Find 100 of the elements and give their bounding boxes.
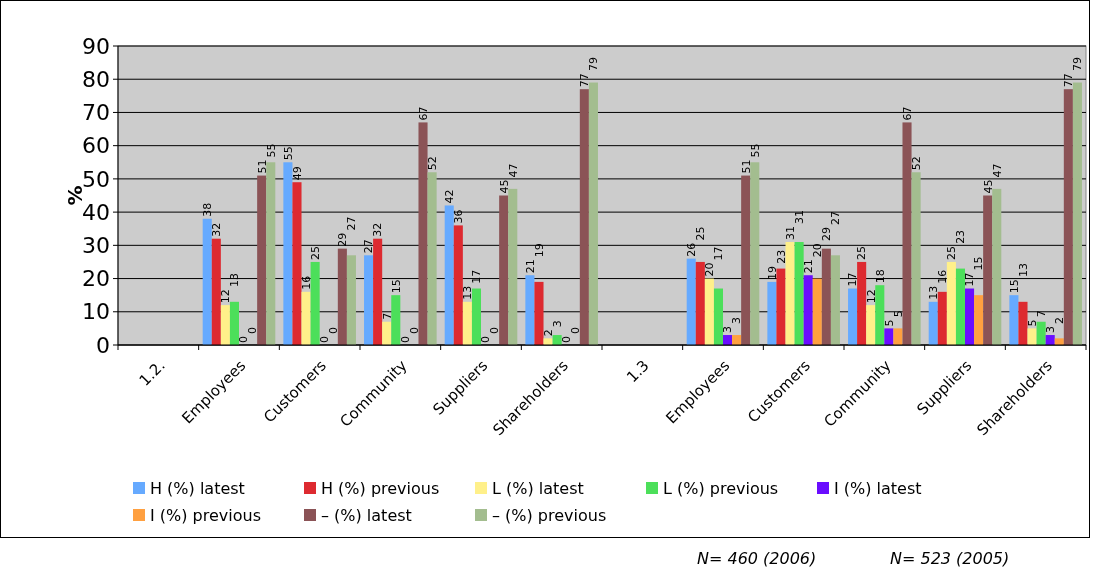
data-label: 16 bbox=[936, 269, 950, 284]
data-label: 0 bbox=[237, 336, 251, 343]
bar bbox=[902, 122, 912, 345]
bar bbox=[427, 172, 437, 345]
data-label: 31 bbox=[792, 209, 806, 224]
legend-label: H (%) latest bbox=[150, 478, 245, 498]
bar bbox=[955, 268, 965, 345]
bar bbox=[1063, 89, 1073, 345]
bar bbox=[794, 242, 804, 345]
bar bbox=[974, 295, 984, 345]
bar bbox=[695, 261, 705, 345]
data-label: 26 bbox=[685, 242, 699, 257]
bar bbox=[1054, 338, 1064, 345]
bar bbox=[1072, 82, 1082, 345]
data-label: 55 bbox=[281, 146, 295, 161]
data-label: 25 bbox=[855, 245, 869, 260]
y-tick-label: 30 bbox=[82, 233, 110, 259]
bar bbox=[767, 281, 777, 345]
bar bbox=[211, 238, 221, 345]
data-label: 67 bbox=[416, 106, 430, 121]
bar bbox=[202, 218, 212, 345]
bar bbox=[965, 288, 975, 345]
data-label: 2 bbox=[541, 329, 555, 337]
data-label: 7 bbox=[1034, 310, 1048, 318]
data-label: 45 bbox=[981, 179, 995, 194]
legend-label: I (%) previous bbox=[150, 505, 261, 525]
data-label: 27 bbox=[345, 216, 359, 231]
y-tick-label: 40 bbox=[82, 199, 110, 225]
data-label: 19 bbox=[765, 265, 779, 280]
bar bbox=[444, 205, 454, 345]
data-label: 17 bbox=[470, 269, 484, 284]
data-label: 0 bbox=[327, 326, 341, 334]
data-label: 15 bbox=[389, 279, 403, 294]
bar bbox=[893, 328, 903, 345]
data-label: 38 bbox=[201, 202, 215, 217]
bar bbox=[741, 175, 751, 345]
bar bbox=[911, 172, 921, 345]
bar bbox=[875, 285, 885, 345]
data-label: 27 bbox=[362, 239, 376, 254]
data-label: 77 bbox=[578, 73, 592, 88]
data-label: 67 bbox=[900, 106, 914, 121]
bar bbox=[1045, 335, 1055, 345]
bar bbox=[499, 195, 509, 345]
data-label: 2 bbox=[1053, 316, 1067, 324]
bar bbox=[229, 301, 239, 345]
bar bbox=[310, 261, 320, 345]
bar bbox=[508, 188, 518, 345]
y-tick-label: 70 bbox=[82, 100, 110, 126]
bar bbox=[1018, 301, 1028, 345]
data-label: 32 bbox=[371, 222, 385, 237]
bar bbox=[257, 175, 267, 345]
data-label: 5 bbox=[1025, 319, 1039, 327]
data-label: 21 bbox=[523, 259, 537, 274]
data-label: 12 bbox=[864, 289, 878, 304]
data-label: 3 bbox=[730, 316, 744, 324]
bar bbox=[462, 301, 472, 345]
bar bbox=[704, 278, 714, 345]
bar bbox=[857, 261, 867, 345]
bar bbox=[525, 275, 535, 345]
bar bbox=[1027, 328, 1037, 345]
data-label: 47 bbox=[506, 163, 520, 178]
data-label: 25 bbox=[308, 245, 322, 260]
bar bbox=[848, 288, 858, 345]
data-label: 27 bbox=[829, 210, 843, 225]
bar bbox=[543, 338, 553, 345]
bar bbox=[803, 275, 813, 345]
data-label: 52 bbox=[909, 156, 923, 171]
y-tick-label: 0 bbox=[96, 332, 110, 358]
text: N= 523 (2005) bbox=[890, 549, 1010, 568]
bar bbox=[830, 255, 840, 345]
data-label: 47 bbox=[990, 163, 1004, 178]
data-label: 13 bbox=[461, 285, 475, 300]
data-label: 42 bbox=[443, 189, 457, 204]
bar bbox=[534, 281, 544, 345]
bar bbox=[821, 248, 831, 345]
data-label: 55 bbox=[748, 143, 762, 158]
bar bbox=[812, 278, 822, 345]
data-label: 0 bbox=[407, 326, 421, 334]
data-label: 16 bbox=[299, 275, 313, 290]
bar bbox=[992, 188, 1002, 345]
x-tick-label: 1.2. bbox=[135, 356, 169, 390]
bar bbox=[928, 301, 938, 345]
data-label: 18 bbox=[873, 269, 887, 284]
bar bbox=[588, 82, 598, 345]
data-label: 3 bbox=[1044, 326, 1058, 334]
bar bbox=[382, 321, 392, 345]
bar bbox=[776, 268, 786, 345]
data-label: 29 bbox=[820, 227, 834, 242]
bar bbox=[723, 335, 733, 345]
data-label: 0 bbox=[479, 336, 493, 343]
bar bbox=[866, 305, 876, 345]
bar bbox=[579, 89, 589, 345]
legend-label: L (%) latest bbox=[492, 478, 584, 498]
data-label: 3 bbox=[550, 320, 564, 328]
bar bbox=[471, 288, 481, 345]
bar bbox=[346, 255, 356, 345]
data-label: 15 bbox=[972, 256, 986, 271]
data-label: 0 bbox=[560, 336, 574, 343]
legend-label: – (%) previous bbox=[492, 505, 607, 525]
y-tick-label: 10 bbox=[82, 299, 110, 325]
